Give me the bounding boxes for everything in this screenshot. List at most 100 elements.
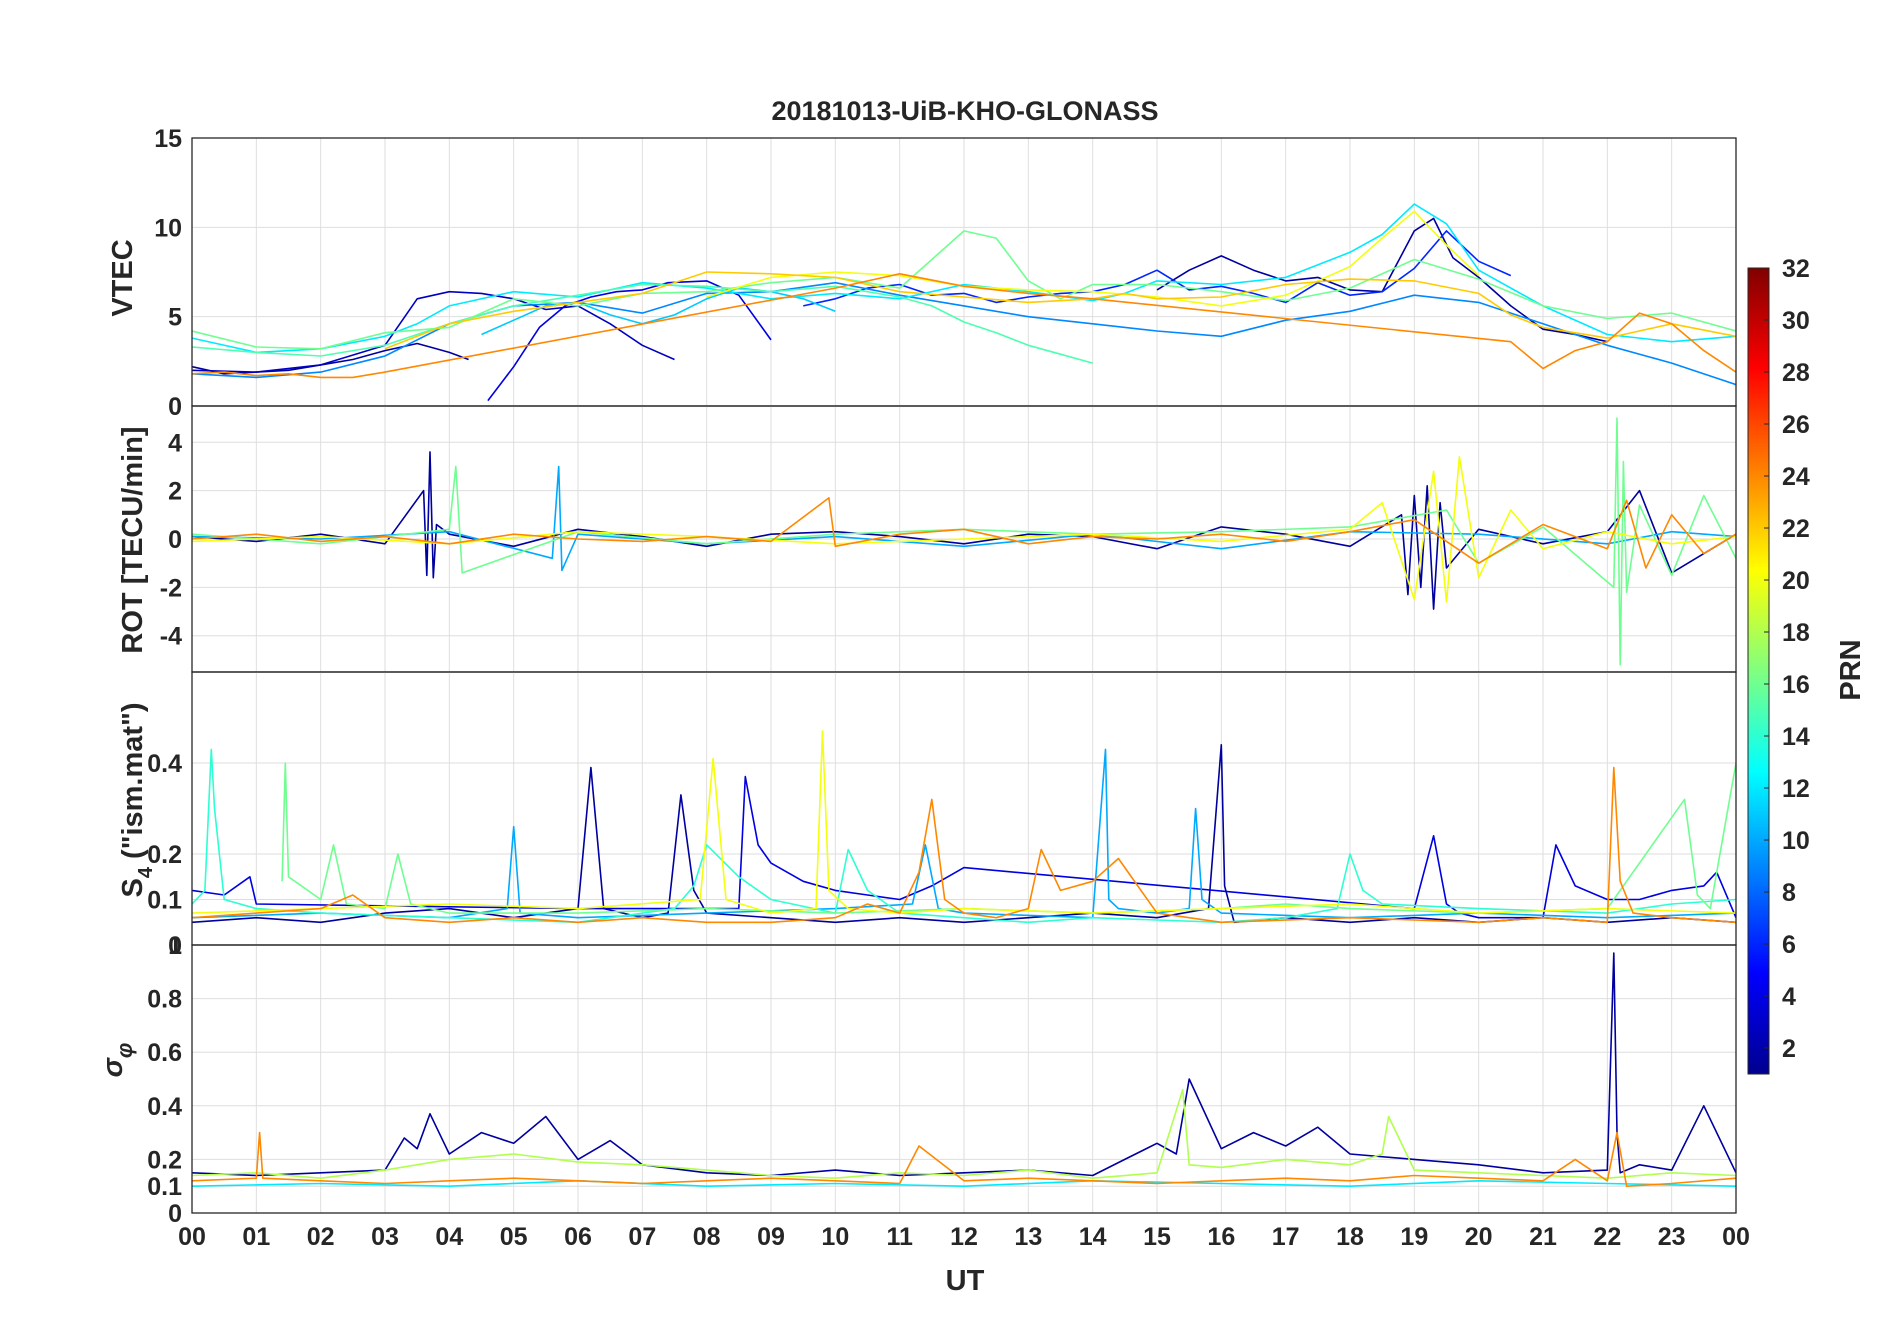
x-tick-label: 22 <box>1593 1223 1621 1251</box>
x-tick-label: 05 <box>500 1223 528 1251</box>
y-tick-label: 0.1 <box>147 1173 182 1201</box>
colorbar-tick-label: 16 <box>1782 671 1810 699</box>
x-tick-labels: 00 01 02 03 04 05 06 07 08 09 10 11 12 13 14 15 16 17 18 19… <box>178 1223 1750 1251</box>
prn-10-line <box>192 748 1736 919</box>
y-tick-label: 0.4 <box>147 1093 182 1121</box>
y-tick-label: 0.1 <box>147 887 182 915</box>
axes-box <box>191 944 1737 1214</box>
prn-20-line <box>706 210 1480 307</box>
figure-title: 20181013-UiB-KHO-GLONASS <box>771 96 1158 126</box>
vtec-axis-label: VTEC <box>107 239 139 316</box>
y-tick-label: -2 <box>160 574 182 602</box>
y-tick-label: 15 <box>154 125 182 153</box>
prn-20-line <box>192 730 1736 914</box>
sigma-symbol: σ <box>97 1056 129 1077</box>
prn-16-line <box>192 417 1736 666</box>
vtec-panel: 0 5 10 15 <box>154 125 1737 421</box>
x-tick-label: 15 <box>1143 1223 1171 1251</box>
y-tick-label: -4 <box>160 623 182 651</box>
y-tick-label: 5 <box>168 304 182 332</box>
x-tick-label: 13 <box>1014 1223 1042 1251</box>
x-tick-label: 03 <box>371 1223 399 1251</box>
prn-11-line <box>481 287 836 336</box>
colorbar-tick-label: 12 <box>1782 775 1810 803</box>
x-tick-label: 12 <box>950 1223 978 1251</box>
x-tick-label: 00 <box>178 1223 206 1251</box>
y-tick-label: 0 <box>168 526 182 554</box>
x-tick-label: 20 <box>1465 1223 1493 1251</box>
prn-20-line <box>192 456 1736 603</box>
series-group <box>192 730 1736 924</box>
prn-15-line <box>192 283 1093 364</box>
prn-2-line <box>1156 217 1608 343</box>
prn-16-line <box>281 762 1736 914</box>
prn-14-line <box>192 748 1736 924</box>
colorbar-tick-label: 26 <box>1782 411 1810 439</box>
series-group <box>192 952 1736 1187</box>
y-tick-label: 0 <box>168 1200 182 1228</box>
prn-2-line <box>192 952 1736 1177</box>
x-tick-label: 02 <box>307 1223 335 1251</box>
y-tick-label: 0.8 <box>147 986 182 1014</box>
colorbar <box>1747 267 1770 1075</box>
x-tick-label: 23 <box>1658 1223 1686 1251</box>
rot-panel: -4 -2 0 2 4 <box>160 405 1737 673</box>
colorbar-label: PRN <box>1835 639 1867 700</box>
prn-2-line <box>192 744 1736 924</box>
x-tick-label: 19 <box>1400 1223 1428 1251</box>
s4-axis-label-rest: ("ism.mat") <box>117 703 149 867</box>
x-tick-label: 09 <box>757 1223 785 1251</box>
prn-6-line <box>803 230 1512 307</box>
colorbar-tick-label: 14 <box>1782 723 1810 751</box>
prn-2-line <box>192 342 469 375</box>
prn-12-line <box>192 1180 1736 1187</box>
y-tick-label: 0 <box>168 393 182 421</box>
x-tick-label: 10 <box>821 1223 849 1251</box>
y-tick-label: 0.4 <box>147 750 182 778</box>
prn-4-line <box>487 280 772 402</box>
colorbar-tick-label: 20 <box>1782 567 1810 595</box>
prn-24-line <box>192 766 1736 924</box>
y-tick-label: 2 <box>168 478 182 506</box>
x-tick-label: 00 <box>1722 1223 1750 1251</box>
y-tick-label: 0.2 <box>147 841 182 869</box>
y-tick-label: 0 <box>168 932 182 960</box>
colorbar-tick-label: 10 <box>1782 827 1810 855</box>
colorbar-tick-label: 4 <box>1782 983 1796 1011</box>
phi-subscript: φ <box>112 1043 137 1058</box>
y-tick-label: 4 <box>168 429 182 457</box>
colorbar-tick-label: 22 <box>1782 515 1810 543</box>
prn-3-line <box>192 290 675 373</box>
s4-axis-label-main: S <box>117 878 149 897</box>
y-tick-label: 10 <box>154 214 182 242</box>
x-tick-label: 14 <box>1079 1223 1107 1251</box>
x-tick-label: 18 <box>1336 1223 1364 1251</box>
series-group <box>192 417 1736 666</box>
colorbar-tick-label: 18 <box>1782 619 1810 647</box>
prn-22-line <box>384 271 1736 350</box>
x-tick-label: 21 <box>1529 1223 1557 1251</box>
x-tick-label: 11 <box>886 1223 913 1251</box>
x-axis-label: UT <box>946 1265 985 1297</box>
colorbar-tick-label: 6 <box>1782 931 1796 959</box>
colorbar-tick-label: 24 <box>1782 463 1810 491</box>
prn-24-line <box>192 497 1736 569</box>
colorbar-tick-label: 28 <box>1782 359 1810 387</box>
prn-16-line <box>192 230 1736 350</box>
prn-24-line <box>192 273 1736 379</box>
x-tick-label: 17 <box>1272 1223 1300 1251</box>
prn-18-line <box>192 1088 1736 1179</box>
y-tick-label: 1 <box>168 932 182 960</box>
sigma-phi-panel: 00.10.20.40.60.81 <box>147 932 1737 1228</box>
x-tick-label: 04 <box>435 1223 463 1251</box>
x-tick-label: 01 <box>242 1223 270 1251</box>
s4-axis-label-sub: 4 <box>135 866 157 878</box>
x-tick-label: 07 <box>628 1223 656 1251</box>
x-tick-label: 08 <box>693 1223 721 1251</box>
x-tick-label: 06 <box>564 1223 592 1251</box>
s4-panel: 0 0.1 0.2 0.4 <box>147 671 1737 960</box>
y-tick-label: 0.2 <box>147 1146 182 1174</box>
rot-axis-label: ROT [TECU/min] <box>117 426 149 653</box>
